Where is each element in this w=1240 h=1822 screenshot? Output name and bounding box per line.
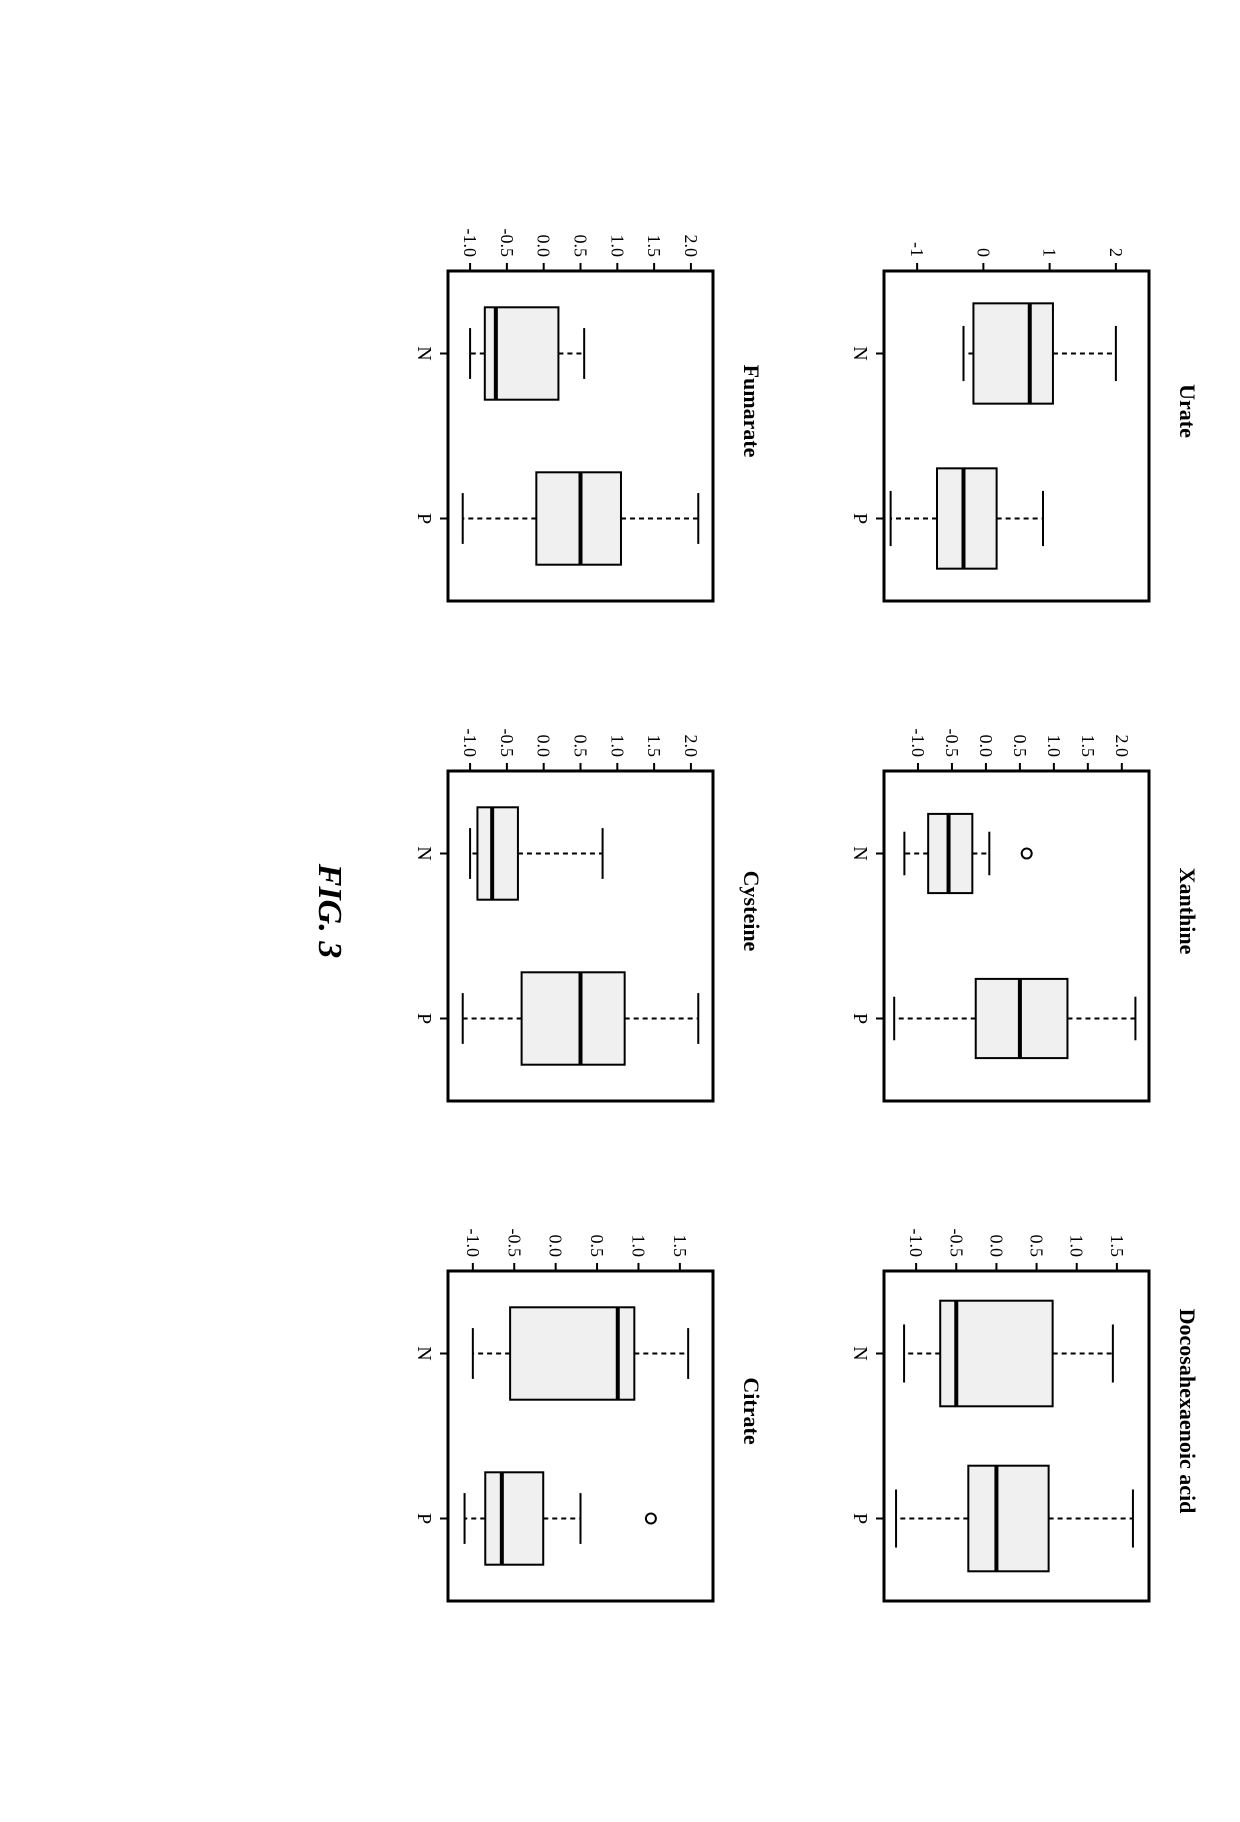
y-tick-label: 0.5 [587, 1235, 607, 1258]
y-tick-label: 0.5 [1027, 1235, 1047, 1258]
panel: Docosahexaenoic acid -1.0 -0.5 0.0 0.5 1.0 1.… [824, 1201, 1200, 1621]
panel-title: Fumarate [736, 365, 764, 458]
y-tick-label: -0.5 [946, 1229, 966, 1258]
y-tick-label: 1 [1040, 248, 1060, 257]
group-label: N [849, 1346, 871, 1360]
panel-plot: -1.0 -0.5 0.0 0.5 1.0 1.5 2.0 N P [388, 701, 728, 1121]
group-label: P [413, 1513, 435, 1524]
panel-title: Citrate [736, 1377, 764, 1444]
box [968, 1466, 1048, 1572]
panel-title: Cysteine [736, 871, 764, 952]
group-label: P [849, 1013, 871, 1024]
y-tick-label: 0.0 [534, 235, 554, 258]
y-tick-label: 0.5 [1010, 735, 1030, 758]
y-tick-label: 1.0 [607, 235, 627, 258]
y-tick-label: 2 [1106, 248, 1126, 257]
boxplot-svg: -1.0 -0.5 0.0 0.5 1.0 1.5 N P [388, 1201, 728, 1621]
panel: Cysteine -1.0 -0.5 0.0 0.5 1.0 1.5 2.0 N P [388, 701, 764, 1121]
figure-page: Urate -1 0 1 2 N P Xanthine -1.0 -0.5 0.0 0.5 1.0… [0, 0, 1240, 1822]
y-tick-label: -1.0 [460, 229, 480, 258]
group-label: N [849, 346, 871, 360]
y-tick-label: -1 [907, 242, 927, 257]
y-tick-label: 0.5 [571, 735, 591, 758]
box [937, 468, 997, 568]
panel-plot: -1.0 -0.5 0.0 0.5 1.0 1.5 2.0 N P [388, 201, 728, 621]
y-tick-label: 1.5 [644, 235, 664, 258]
panel-plot: -1.0 -0.5 0.0 0.5 1.0 1.5 2.0 N P [824, 701, 1164, 1121]
y-tick-label: 0.0 [986, 1235, 1006, 1258]
y-tick-label: -1.0 [908, 729, 928, 758]
y-tick-label: -1.0 [463, 1229, 483, 1258]
y-tick-label: -1.0 [460, 729, 480, 758]
boxplot-svg: -1.0 -0.5 0.0 0.5 1.0 1.5 N P [824, 1201, 1164, 1621]
y-tick-label: 2.0 [681, 235, 701, 258]
y-tick-label: -1.0 [906, 1229, 926, 1258]
y-tick-label: 1.0 [1067, 1235, 1087, 1258]
y-tick-label: 1.5 [1078, 735, 1098, 758]
panel-title: Urate [1172, 384, 1200, 438]
group-label: P [849, 1513, 871, 1524]
outlier-point [646, 1514, 656, 1524]
y-tick-label: 1.0 [628, 1235, 648, 1258]
panel-title: Docosahexaenoic acid [1172, 1309, 1200, 1514]
group-label: N [413, 1346, 435, 1360]
outlier-point [1022, 849, 1032, 859]
group-label: P [413, 1013, 435, 1024]
panel: Citrate -1.0 -0.5 0.0 0.5 1.0 1.5 N P [388, 1201, 764, 1621]
panel-plot: -1.0 -0.5 0.0 0.5 1.0 1.5 N P [388, 1201, 728, 1621]
y-tick-label: 0.0 [546, 1235, 566, 1258]
y-tick-label: 1.0 [607, 735, 627, 758]
y-tick-label: 0.0 [976, 735, 996, 758]
group-label: P [849, 513, 871, 524]
y-tick-label: 2.0 [1112, 735, 1132, 758]
y-tick-label: -0.5 [497, 729, 517, 758]
y-tick-label: 1.0 [1044, 735, 1064, 758]
panel-plot: -1 0 1 2 N P [824, 201, 1164, 621]
y-tick-label: 1.5 [1107, 1235, 1127, 1258]
panel-plot: -1.0 -0.5 0.0 0.5 1.0 1.5 N P [824, 1201, 1164, 1621]
panel-grid: Urate -1 0 1 2 N P Xanthine -1.0 -0.5 0.0 0.5 1.0… [388, 201, 1200, 1621]
group-label: N [413, 846, 435, 860]
box [973, 303, 1053, 403]
box [510, 1307, 634, 1399]
box [485, 1472, 543, 1564]
y-tick-label: 0.0 [534, 735, 554, 758]
box [477, 807, 517, 899]
boxplot-svg: -1.0 -0.5 0.0 0.5 1.0 1.5 2.0 N P [388, 701, 728, 1121]
y-tick-label: -0.5 [942, 729, 962, 758]
y-tick-label: 0.5 [571, 235, 591, 258]
group-label: P [413, 513, 435, 524]
panel: Fumarate -1.0 -0.5 0.0 0.5 1.0 1.5 2.0 N P [388, 201, 764, 621]
box [522, 972, 625, 1064]
group-label: N [413, 346, 435, 360]
y-tick-label: 1.5 [670, 1235, 690, 1258]
y-tick-label: 1.5 [644, 735, 664, 758]
group-label: N [849, 846, 871, 860]
boxplot-svg: -1 0 1 2 N P [824, 201, 1164, 621]
boxplot-svg: -1.0 -0.5 0.0 0.5 1.0 1.5 2.0 N P [388, 201, 728, 621]
y-tick-label: -0.5 [504, 1229, 524, 1258]
y-tick-label: -0.5 [497, 229, 517, 258]
y-tick-label: 0 [973, 248, 993, 257]
panel-title: Xanthine [1172, 868, 1200, 955]
panel: Urate -1 0 1 2 N P [824, 201, 1200, 621]
boxplot-svg: -1.0 -0.5 0.0 0.5 1.0 1.5 2.0 N P [824, 701, 1164, 1121]
figure-caption: FIG. 3 [310, 864, 348, 958]
y-tick-label: 2.0 [681, 735, 701, 758]
panel: Xanthine -1.0 -0.5 0.0 0.5 1.0 1.5 2.0 N P [824, 701, 1200, 1121]
